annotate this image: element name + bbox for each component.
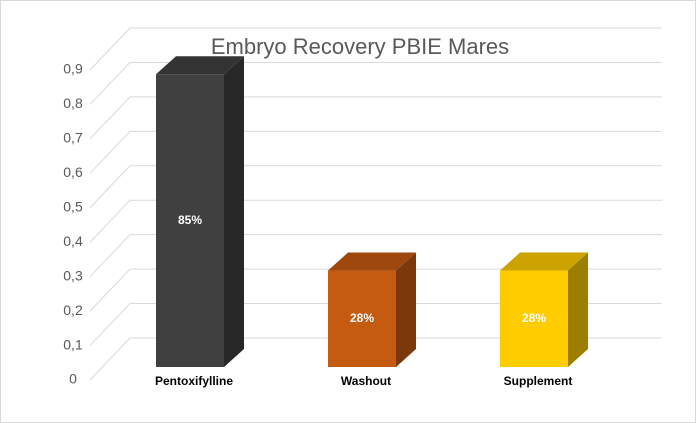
grid-line	[89, 234, 131, 278]
value-label: 28%	[350, 311, 374, 325]
chart-title: Embryo Recovery PBIE Mares	[211, 34, 509, 59]
y-tick-label: 0,8	[63, 95, 83, 111]
x-tick-label: Supplement	[504, 374, 573, 388]
y-tick-label: 0	[69, 371, 77, 387]
y-tick-label: 0,4	[63, 233, 83, 249]
bar-top	[500, 252, 588, 271]
bar-side	[568, 252, 588, 367]
bar	[156, 74, 224, 367]
x-tick-label: Pentoxifylline	[155, 374, 233, 388]
grid-line	[89, 130, 131, 174]
y-tick-label: 0,9	[63, 61, 83, 77]
y-tick-label: 0,5	[63, 198, 83, 214]
grid-line	[89, 165, 131, 209]
grid-line	[89, 96, 131, 140]
bar-side	[224, 56, 244, 367]
x-tick-label: Washout	[341, 374, 391, 388]
y-tick-label: 0,7	[63, 130, 83, 146]
bar-side	[396, 252, 416, 367]
grid-line	[89, 268, 131, 312]
y-tick-label: 0,3	[63, 267, 83, 283]
bar-top	[156, 56, 244, 75]
grid-line	[89, 62, 131, 105]
grid-line	[89, 199, 131, 243]
bar-top	[328, 252, 416, 271]
value-label: 85%	[178, 213, 202, 227]
bar	[328, 270, 396, 367]
y-tick-label: 0,6	[63, 164, 83, 180]
y-tick-label: 0,1	[63, 336, 83, 352]
bar	[500, 270, 568, 367]
grid-line	[89, 27, 131, 71]
y-tick-label: 0,2	[63, 302, 83, 318]
grid-line	[89, 337, 131, 381]
grid-line	[89, 303, 131, 346]
value-label: 28%	[522, 311, 546, 325]
